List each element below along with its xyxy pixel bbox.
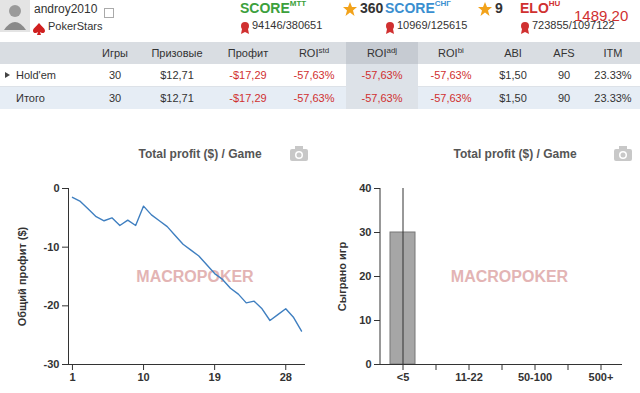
html-text:-57,63%: -57,63% [293,69,335,81]
html-text:-57,63%: -57,63% [430,92,472,104]
html-text:ABI: ABI [504,47,522,59]
html-text:90: 90 [557,69,571,81]
svg-text:10: 10 [359,314,371,326]
html-text:-57,63%: -57,63% [361,92,403,104]
svg-text:20: 20 [359,270,371,282]
html-text:23.33%: 23.33% [594,69,632,81]
html-text:723855/1097122: 723855/1097122 [532,19,615,31]
html-text:$1,50: $1,50 [499,69,527,81]
html-text:30: 30 [108,92,122,104]
svg-text:Сыграно игр: Сыграно игр [336,242,348,312]
svg-text:10: 10 [137,371,149,383]
svg-text:MACROPOKER: MACROPOKER [136,268,254,285]
html-text:-$17,29: -$17,29 [229,92,267,104]
svg-text:500+: 500+ [589,371,614,383]
svg-text:Общий профит ($): Общий профит ($) [16,226,28,326]
html-text:ROIbi: ROIbi [438,46,464,59]
html-text:94146/380651: 94146/380651 [252,19,323,31]
html-text:1489.20: 1489.20 [574,7,629,24]
html-text:9: 9 [495,0,503,16]
svg-text:11-22: 11-22 [455,371,483,383]
html-text:-57,63%: -57,63% [430,69,472,81]
html-text:ROIadj: ROIadj [366,46,398,59]
svg-text:50-100: 50-100 [518,371,552,383]
svg-text:1: 1 [69,371,75,383]
html-text:23.33%: 23.33% [594,92,632,104]
html-text:-57,63%: -57,63% [293,92,335,104]
svg-text:-20: -20 [44,299,60,311]
html-text:Hold'em: Hold'em [16,69,56,81]
html-text:androy2010: androy2010 [34,2,98,16]
html-text:SCOREМТТ: SCOREМТТ [240,0,307,16]
html-text:Total profit ($) / Game: Total profit ($) / Game [138,147,262,161]
html-text:-$17,29: -$17,29 [229,69,267,81]
html-text:AFS: AFS [553,47,575,59]
html-text:$12,71: $12,71 [160,69,194,81]
svg-text:<5: <5 [397,371,410,383]
html-text:Total profit ($) / Game: Total profit ($) / Game [453,147,577,161]
svg-text:-30: -30 [44,358,60,370]
svg-text:0: 0 [53,182,59,194]
html-text:Итого: Итого [16,92,45,104]
svg-text:30: 30 [359,226,371,238]
html-text:PokerStars: PokerStars [48,20,103,32]
html-text:360 SCOREСНГ: 360 SCOREСНГ [360,0,451,16]
svg-text:-10: -10 [44,241,60,253]
html-text:$12,71: $12,71 [160,92,194,104]
html-text:-57,63%: -57,63% [361,69,403,81]
html-text:ELOHU: ELOHU [520,0,561,16]
html-text:30: 30 [108,69,122,81]
svg-text:28: 28 [280,371,292,383]
html-text:ITM: ITM [603,47,623,59]
html-text:Призовые: Призовые [151,47,203,59]
html-text:10969/125615: 10969/125615 [397,19,468,31]
svg-text:19: 19 [209,371,221,383]
svg-text:MACROPOKER: MACROPOKER [451,268,569,285]
html-text:ROIstd: ROIstd [298,46,330,59]
html-text:Профит: Профит [227,47,269,59]
html-text:90: 90 [557,92,571,104]
svg-text:40: 40 [359,182,371,194]
html-text:Игры: Игры [102,47,128,59]
svg-text:0: 0 [365,358,371,370]
html-text:$1,50: $1,50 [499,92,527,104]
